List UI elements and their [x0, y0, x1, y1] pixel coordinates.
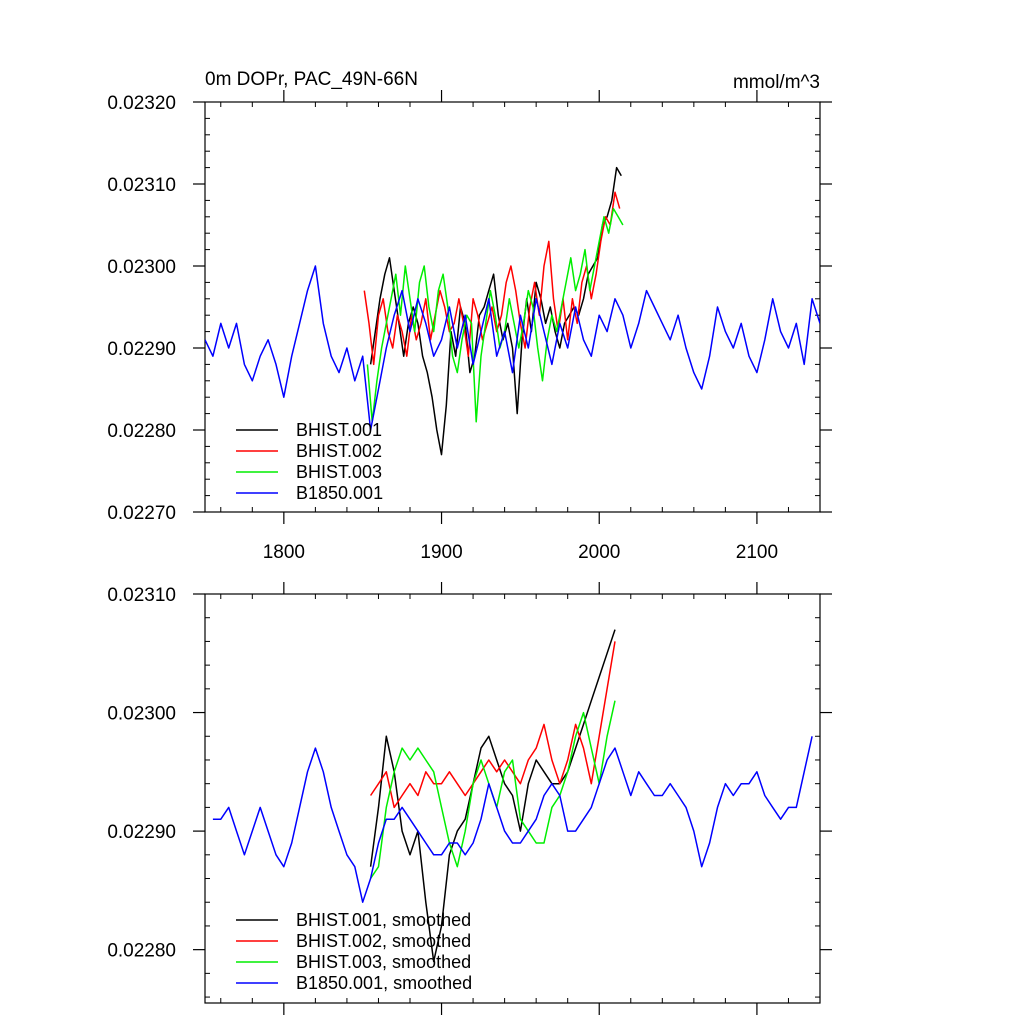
bottom-panel: 0.02280 0.02290 0.02300 0.02310 BHIST.001, s… — [107, 582, 832, 1015]
top-x-tick-label: 1800 — [263, 542, 305, 563]
bottom-series-line-2 — [369, 641, 616, 809]
top-x-tick-label: 2100 — [736, 542, 778, 563]
bottom-legend-label: B1850.001, smoothed — [296, 973, 472, 993]
top-legend-label: BHIST.003 — [296, 462, 382, 482]
top-x-tick-label: 1900 — [420, 542, 462, 563]
top-y-tick-label: 0.02300 — [107, 257, 176, 278]
top-y-tick-label: 0.02280 — [107, 421, 176, 442]
bottom-series-line-3 — [369, 700, 616, 879]
bottom-y-tick-label: 0.02290 — [107, 822, 176, 843]
top-series-line-3 — [366, 207, 624, 423]
top-series-line-1 — [369, 166, 622, 456]
top-units-label: mmol/m^3 — [733, 72, 820, 93]
top-panel: 1800 1900 2000 2100 0.02270 0.02280 0.02290 0.0… — [107, 69, 832, 563]
bottom-legend-label: BHIST.003, smoothed — [296, 952, 471, 972]
top-plot-frame — [204, 101, 821, 513]
bottom-series-line-4 — [212, 736, 813, 903]
top-legend-label: BHIST.001 — [296, 420, 382, 440]
top-x-tick-label: 2000 — [578, 542, 620, 563]
bottom-y-tick-label: 0.02280 — [107, 941, 176, 962]
top-y-tick-label: 0.02320 — [107, 93, 176, 114]
bottom-legend-label: BHIST.001, smoothed — [296, 910, 471, 930]
top-legend-label: BHIST.002 — [296, 441, 382, 461]
top-y-tick-label: 0.02270 — [107, 503, 176, 524]
top-series-line-2 — [363, 191, 621, 366]
bottom-plot-frame — [204, 593, 821, 1004]
bottom-y-tick-label: 0.02300 — [107, 704, 176, 725]
top-chart-title: 0m DOPr, PAC_49N-66N — [205, 69, 418, 90]
bottom-series-line-1 — [369, 629, 616, 963]
top-legend-label: B1850.001 — [296, 483, 383, 503]
top-y-tick-label: 0.02290 — [107, 339, 176, 360]
bottom-y-tick-label: 0.02310 — [107, 585, 176, 606]
top-y-tick-label: 0.02310 — [107, 175, 176, 196]
bottom-legend-label: BHIST.002, smoothed — [296, 931, 471, 951]
top-series-line-4 — [205, 265, 820, 431]
